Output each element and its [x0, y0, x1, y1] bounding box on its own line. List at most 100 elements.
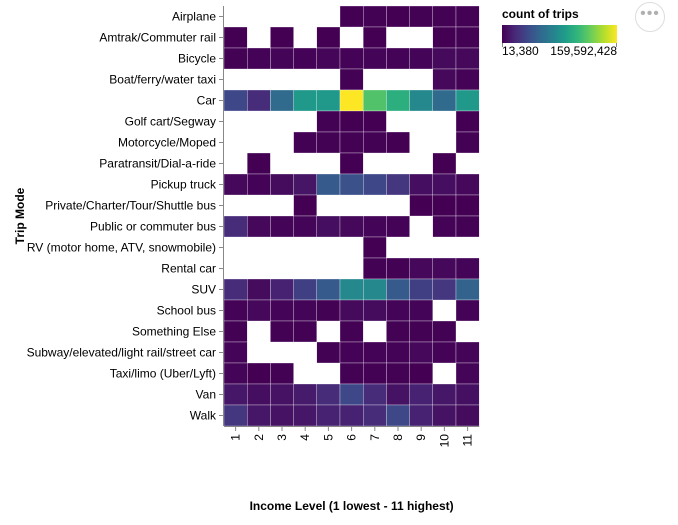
more-icon: ••• [640, 5, 660, 22]
heatmap-cell [455, 68, 480, 91]
x-tick-label: 10 [437, 434, 451, 448]
heatmap-cell [409, 341, 433, 364]
x-tick-label: 6 [345, 434, 359, 441]
heatmap-cell [316, 341, 341, 364]
heatmap-cell [455, 131, 480, 154]
heatmap-cell [432, 68, 457, 91]
heatmap-cell [432, 278, 457, 301]
heatmap-cell [409, 47, 433, 70]
legend-min-label: 13,380 [502, 44, 539, 58]
heatmap-cell [316, 215, 341, 238]
heatmap-cell [247, 278, 271, 301]
heatmap-cell [316, 47, 341, 70]
heatmap-cell [409, 89, 433, 112]
heatmap-cell [339, 383, 364, 406]
heatmap-cell [223, 320, 248, 343]
y-tick-label: Private/Charter/Tour/Shuttle bus [45, 199, 216, 213]
heatmap-cell [386, 383, 410, 406]
x-tick-label: 2 [252, 434, 266, 441]
heatmap-cell [386, 404, 410, 427]
heatmap-cell [293, 404, 317, 427]
heatmap-cell [386, 362, 410, 385]
y-tick-label: Rental car [161, 262, 216, 276]
heatmap-cell [316, 404, 341, 427]
heatmap-cell [386, 47, 410, 70]
heatmap-cell [386, 5, 410, 28]
heatmap-cell [409, 257, 433, 280]
heatmap-cell [223, 173, 248, 196]
y-tick-label: Van [196, 388, 216, 402]
heatmap-cell [223, 383, 248, 406]
y-tick-label: Paratransit/Dial-a-ride [99, 157, 216, 171]
legend-gradient [502, 25, 617, 43]
heatmap-cell [247, 89, 271, 112]
heatmap-cell [432, 404, 457, 427]
heatmap-cell [293, 320, 317, 343]
heatmap-cell [339, 362, 364, 385]
heatmap-cell [432, 152, 457, 175]
y-tick-label: Bicycle [178, 52, 216, 66]
heatmap-cell [270, 404, 294, 427]
heatmap-cell [386, 173, 410, 196]
heatmap-cell [409, 5, 433, 28]
heatmap-cell [363, 47, 387, 70]
heatmap-cell [386, 215, 410, 238]
heatmap-cell [270, 26, 294, 49]
x-tick-label: 1 [229, 434, 243, 441]
heatmap-cell [432, 47, 457, 70]
heatmap-cell [363, 404, 387, 427]
heatmap-cell [316, 299, 341, 322]
heatmap-cell [316, 110, 341, 133]
heatmap-cell [316, 173, 341, 196]
heatmap-cell [386, 320, 410, 343]
heatmap-cell [293, 131, 317, 154]
heatmap-cell [293, 383, 317, 406]
heatmap-cell [432, 26, 457, 49]
actions-menu-button[interactable]: ••• [635, 2, 665, 32]
x-axis-title: Income Level (1 lowest - 11 highest) [250, 499, 454, 513]
y-tick-label: Boat/ferry/water taxi [109, 73, 216, 87]
heatmap-cell [432, 215, 457, 238]
heatmap-cell [223, 404, 248, 427]
heatmap-cell [455, 5, 480, 28]
heatmap-cell [316, 383, 341, 406]
heatmap-cell [432, 89, 457, 112]
heatmap-cell [339, 278, 364, 301]
heatmap-cell [432, 173, 457, 196]
y-tick-label: School bus [157, 304, 216, 318]
heatmap-cell [223, 215, 248, 238]
y-tick-label: Car [197, 94, 216, 108]
heatmap-cell [409, 299, 433, 322]
heatmap-cell [339, 47, 364, 70]
heatmap-cell [363, 362, 387, 385]
heatmap-cell [270, 215, 294, 238]
heatmap-cell [455, 194, 480, 217]
heatmap-cell [455, 89, 480, 112]
y-tick-label: Taxi/limo (Uber/Lyft) [110, 367, 216, 381]
heatmap-cell [455, 362, 480, 385]
y-tick-label: Subway/elevated/light rail/street car [27, 346, 216, 360]
x-tick-label: 8 [391, 434, 405, 441]
heatmap-cell [363, 5, 387, 28]
heatmap-cell [432, 194, 457, 217]
heatmap-cell [409, 173, 433, 196]
heatmap-cell [223, 89, 248, 112]
heatmap-cell [339, 215, 364, 238]
heatmap-cell [247, 299, 271, 322]
heatmap-cell [339, 320, 364, 343]
heatmap-cell [432, 320, 457, 343]
heatmap-cell [316, 89, 341, 112]
heatmap-cell [270, 383, 294, 406]
heatmap-cell [293, 194, 317, 217]
heatmap-cell [223, 362, 248, 385]
heatmap-cell [293, 299, 317, 322]
heatmap-cell [293, 278, 317, 301]
heatmap-cell [339, 89, 364, 112]
y-tick-label: Golf cart/Segway [125, 115, 216, 129]
y-tick-label: Amtrak/Commuter rail [99, 31, 216, 45]
heatmap-cell [247, 152, 271, 175]
y-tick-label: Public or commuter bus [90, 220, 216, 234]
y-axis-title: Trip Mode [13, 187, 27, 244]
heatmap-cell [409, 194, 433, 217]
heatmap-cell [339, 131, 364, 154]
